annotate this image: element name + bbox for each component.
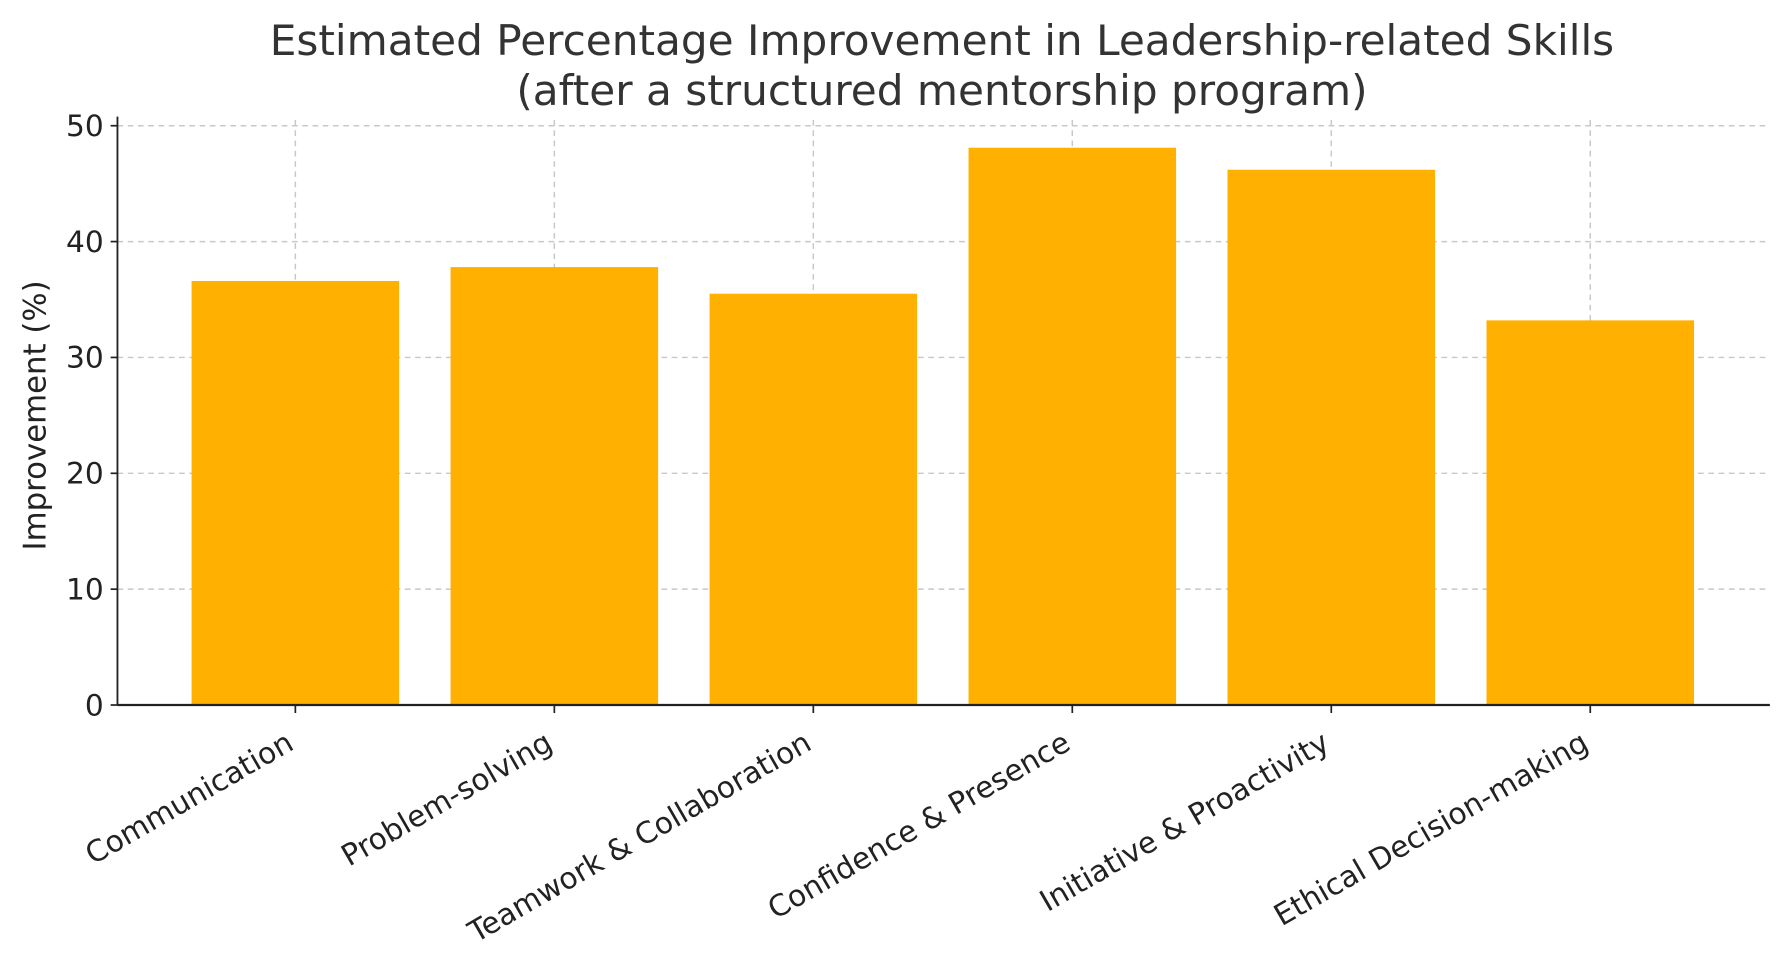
chart-subtitle: (after a structured mentorship program) — [516, 66, 1367, 115]
x-tick-label: Communication — [79, 724, 299, 871]
bar-problem-solving — [450, 267, 659, 706]
y-axis-label: Improvement (%) — [18, 280, 54, 550]
bar-confidence-presence — [968, 147, 1177, 706]
y-tick-label: 0 — [85, 687, 104, 722]
y-tick-label: 30 — [66, 340, 104, 375]
y-tick-label: 10 — [66, 571, 104, 606]
bar-communication — [191, 280, 400, 706]
x-tick-label: Problem-solving — [335, 724, 558, 873]
y-tick-label: 20 — [66, 456, 104, 491]
y-tick-label: 50 — [66, 108, 104, 143]
bar-teamwork-collaboration — [709, 293, 918, 706]
y-tick-label: 40 — [66, 224, 104, 259]
bar-ethical-decision-making — [1486, 320, 1695, 706]
bar-initiative-proactivity — [1227, 169, 1436, 706]
chart-title: Estimated Percentage Improvement in Lead… — [270, 16, 1614, 65]
